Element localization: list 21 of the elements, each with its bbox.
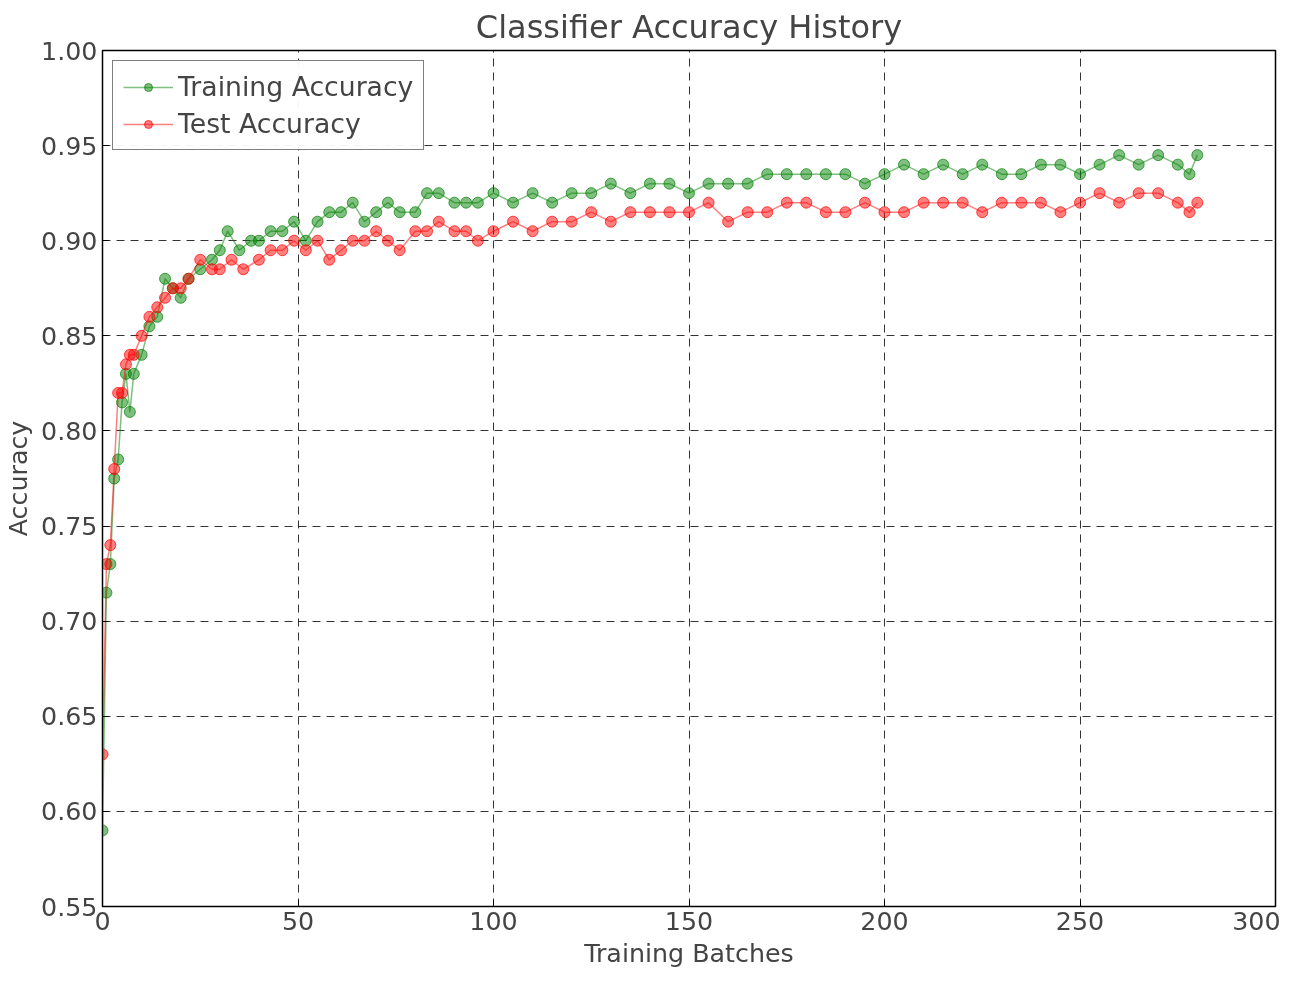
y-tick-label: 0.90 — [41, 225, 98, 256]
y-axis-title: Accuracy — [3, 420, 34, 537]
legend-label: Test Accuracy — [178, 108, 361, 139]
y-tick-label: 0.70 — [41, 606, 98, 637]
x-tick-label: 250 — [1055, 905, 1105, 936]
x-tick-label: 300 — [1232, 905, 1281, 936]
x-tick-label: 100 — [469, 905, 518, 936]
y-tick-label: 0.95 — [41, 130, 98, 161]
x-tick-label: 200 — [860, 905, 909, 936]
y-tick-label: 0.85 — [41, 320, 98, 351]
legend-label: Training Accuracy — [178, 71, 414, 102]
y-tick-label: 0.60 — [41, 796, 98, 827]
y-tick-label: 0.80 — [41, 415, 98, 446]
chart-title: Classifier Accuracy History — [475, 7, 903, 46]
x-axis-title: Training Batches — [583, 937, 794, 968]
y-tick-label: 0.75 — [41, 511, 98, 542]
y-tick-label: 1.00 — [41, 35, 98, 66]
x-tick-label: 150 — [664, 905, 714, 936]
x-tick-label: 50 — [281, 905, 315, 936]
x-tick-label: 0 — [94, 905, 111, 936]
y-tick-label: 0.65 — [41, 701, 98, 732]
